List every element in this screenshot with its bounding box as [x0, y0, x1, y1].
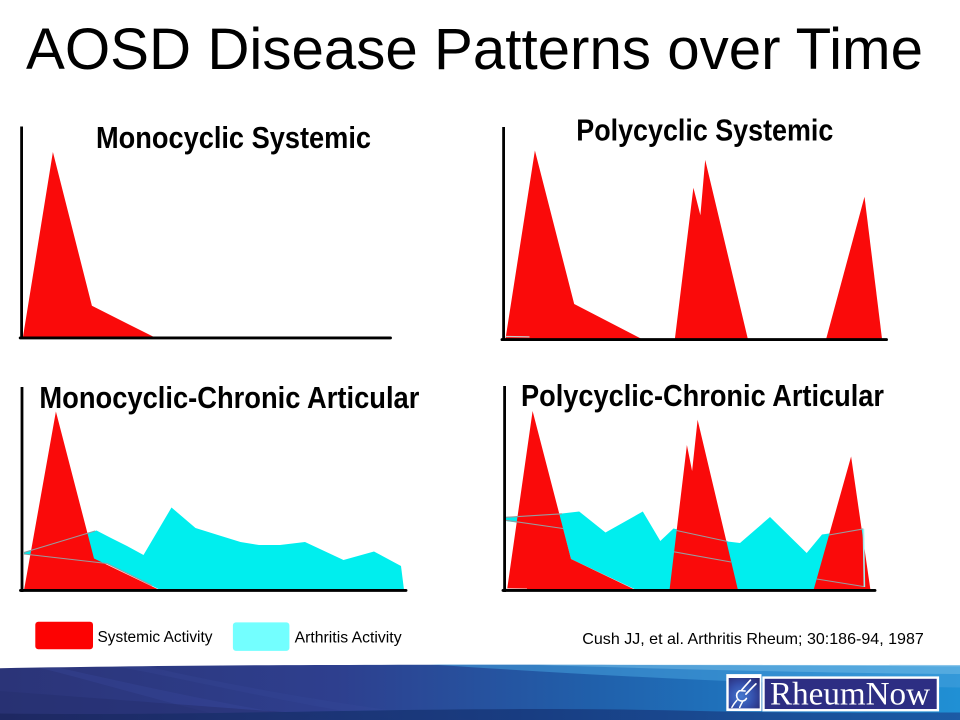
svg-text:Monocyclic-Chronic Articular: Monocyclic-Chronic Articular	[39, 381, 419, 415]
svg-text:Polycyclic-Chronic Articular: Polycyclic-Chronic Articular	[521, 379, 884, 413]
svg-text:RheumNow: RheumNow	[770, 677, 930, 713]
svg-text:AOSD Disease Patterns over Tim: AOSD Disease Patterns over Time	[26, 17, 923, 82]
svg-text:Systemic Activity: Systemic Activity	[98, 629, 213, 646]
svg-text:Polycyclic Systemic: Polycyclic Systemic	[576, 113, 833, 147]
svg-text:Cush JJ, et al. Arthritis Rheu: Cush JJ, et al. Arthritis Rheum; 30:186-…	[582, 631, 924, 648]
svg-text:Monocyclic Systemic: Monocyclic Systemic	[96, 121, 371, 155]
svg-text:Arthritis Activity: Arthritis Activity	[295, 630, 402, 647]
